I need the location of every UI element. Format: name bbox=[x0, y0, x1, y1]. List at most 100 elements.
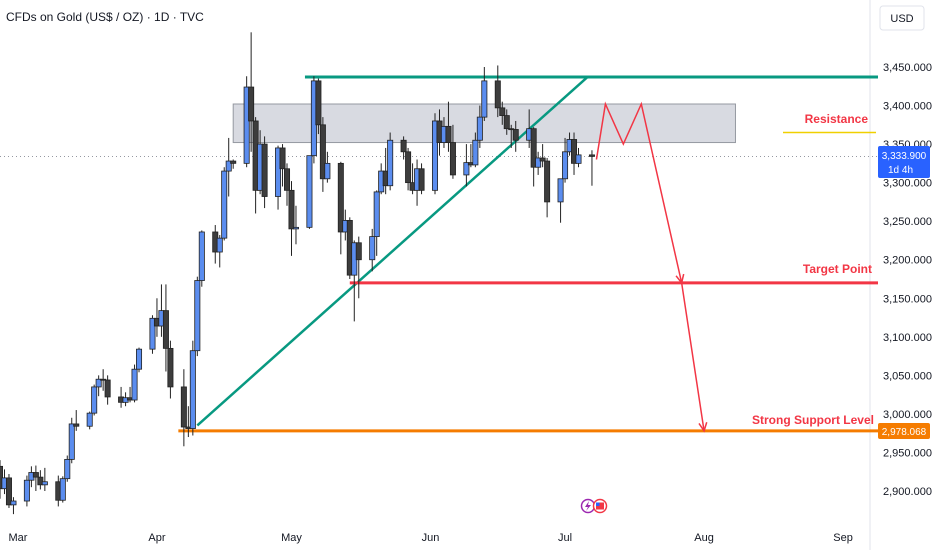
candle-body bbox=[535, 157, 542, 168]
candle bbox=[337, 161, 344, 255]
candle-body bbox=[431, 120, 438, 191]
candle bbox=[306, 155, 313, 229]
candle bbox=[373, 190, 380, 256]
candle-body bbox=[5, 477, 12, 506]
candle bbox=[5, 474, 12, 508]
price-tick-label: 2,900.000 bbox=[883, 486, 932, 498]
candle bbox=[494, 65, 501, 118]
candle-body bbox=[95, 378, 102, 388]
candle bbox=[355, 236, 362, 299]
candle-body bbox=[275, 147, 282, 197]
time-tick-label: May bbox=[281, 532, 302, 544]
time-axis-ticks: Mar Apr May Jun Jul Aug Sep bbox=[8, 532, 852, 544]
price-tick-label: 3,000.000 bbox=[883, 409, 932, 421]
candle-body bbox=[104, 379, 111, 398]
price-tick-label: 3,150.000 bbox=[883, 293, 932, 305]
candle bbox=[37, 470, 44, 490]
drawing-lines[interactable] bbox=[0, 75, 878, 433]
us-flag-stripes bbox=[596, 502, 604, 510]
candle-body bbox=[230, 160, 237, 164]
candle-body bbox=[512, 129, 519, 141]
currency-button[interactable] bbox=[879, 5, 925, 31]
candle bbox=[405, 147, 412, 191]
candle-body bbox=[562, 151, 569, 180]
candle bbox=[131, 364, 138, 403]
current-price-value: 3,333.900 bbox=[882, 151, 927, 162]
strong-support-label[interactable]: Strong Support Level bbox=[752, 413, 874, 427]
candle-body bbox=[319, 124, 326, 180]
candle bbox=[162, 284, 169, 372]
candle-body bbox=[32, 472, 39, 478]
time-tick-label: Jun bbox=[422, 532, 440, 544]
economic-events[interactable] bbox=[580, 498, 608, 514]
candle-body bbox=[588, 154, 595, 157]
projection-arrowhead-target bbox=[675, 273, 685, 285]
candle bbox=[136, 347, 143, 373]
candle-body bbox=[544, 160, 551, 203]
candle-body bbox=[530, 128, 537, 168]
candle bbox=[319, 117, 326, 192]
candle bbox=[32, 465, 39, 491]
candle-body bbox=[315, 80, 322, 126]
support-price-tag-bg bbox=[878, 423, 930, 439]
candle bbox=[588, 150, 595, 186]
candle-body bbox=[225, 160, 232, 172]
candle-body bbox=[279, 147, 286, 170]
candle bbox=[225, 137, 232, 197]
candle bbox=[292, 205, 299, 245]
candle bbox=[180, 369, 187, 447]
candle bbox=[481, 67, 488, 121]
candle bbox=[104, 375, 111, 405]
candle bbox=[530, 127, 537, 187]
projection-path[interactable] bbox=[595, 101, 708, 433]
projection-polyline[interactable] bbox=[595, 101, 705, 431]
candle-body bbox=[387, 139, 394, 187]
resistance-label[interactable]: Resistance bbox=[805, 112, 869, 126]
candle bbox=[41, 467, 48, 491]
candle bbox=[503, 109, 510, 135]
candle bbox=[369, 228, 376, 272]
candle-body bbox=[476, 116, 483, 141]
candle-body bbox=[571, 139, 578, 164]
candle bbox=[10, 497, 17, 515]
candle-body bbox=[575, 154, 582, 164]
candle-body bbox=[472, 139, 479, 166]
candle-body bbox=[418, 168, 425, 191]
candle-body bbox=[306, 155, 313, 228]
resistance-zone[interactable] bbox=[232, 103, 876, 144]
candle bbox=[230, 159, 237, 169]
candle bbox=[23, 475, 30, 507]
rising-trendline[interactable] bbox=[196, 76, 589, 427]
chart-title: CFDs on Gold (US$ / OZ) · 1D · TVC bbox=[6, 10, 204, 24]
candle bbox=[476, 105, 483, 148]
price-axis-panel[interactable] bbox=[870, 0, 932, 550]
candle bbox=[91, 384, 98, 416]
candle bbox=[557, 178, 564, 223]
time-tick-label: Aug bbox=[694, 532, 714, 544]
candle-body bbox=[355, 242, 362, 261]
candle bbox=[535, 151, 542, 175]
candle bbox=[59, 476, 66, 503]
target-point-label[interactable]: Target Point bbox=[803, 262, 872, 276]
candle-body bbox=[162, 310, 169, 349]
candle-body bbox=[180, 386, 187, 428]
time-tick-label: Sep bbox=[833, 532, 853, 544]
candlestick-series bbox=[0, 32, 595, 515]
price-tick-label: 2,950.000 bbox=[883, 447, 932, 459]
candle bbox=[275, 145, 282, 210]
candle bbox=[315, 78, 322, 135]
candle-body bbox=[539, 157, 546, 162]
candle-body bbox=[136, 348, 143, 370]
candle bbox=[387, 132, 394, 191]
candle-body bbox=[557, 178, 564, 203]
current-price-tag: 3,333.900 1d 4h bbox=[878, 146, 930, 178]
candle-body bbox=[221, 170, 228, 239]
price-tick-label: 3,200.000 bbox=[883, 255, 932, 267]
candle-body bbox=[68, 423, 75, 460]
candle-body bbox=[167, 347, 174, 388]
candle bbox=[198, 230, 205, 287]
candle bbox=[194, 276, 201, 357]
price-tick-label: 3,100.000 bbox=[883, 332, 932, 344]
candle-body bbox=[445, 125, 452, 143]
